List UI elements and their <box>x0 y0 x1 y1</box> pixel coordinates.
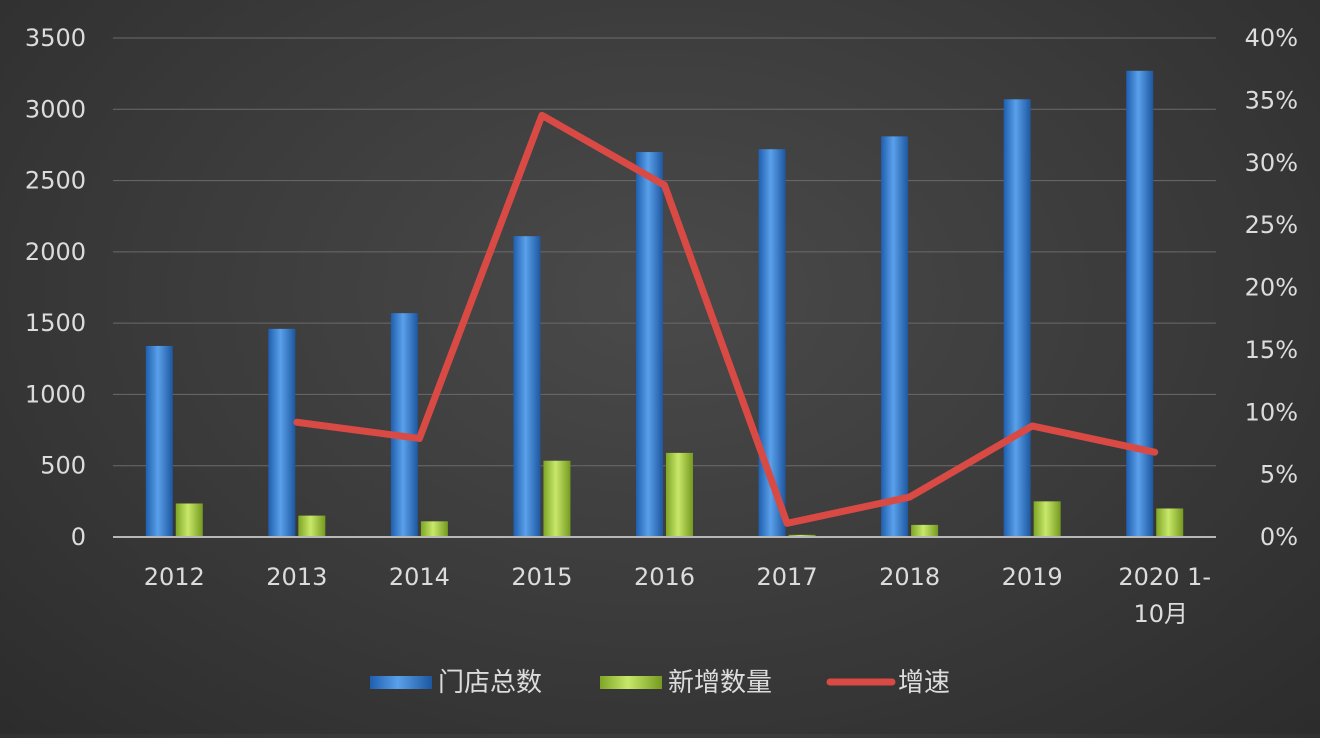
bar <box>390 313 418 537</box>
x-tick-label: 2019 <box>1002 563 1063 591</box>
right-tick-label: 35% <box>1245 86 1298 114</box>
bar <box>268 328 296 537</box>
right-tick-label: 20% <box>1245 274 1298 302</box>
bar <box>420 521 448 537</box>
bar <box>513 236 541 537</box>
bar <box>666 452 693 537</box>
x-tick-label: 2020 1-10月 <box>1118 563 1211 628</box>
gridlines <box>113 37 1216 467</box>
legend-label: 门店总数 <box>438 668 542 698</box>
bars <box>145 70 1184 538</box>
x-axis-ticks: 2012 2013 2014 2015 2016 2017 2018 2019 2020 1-1… <box>144 563 1211 628</box>
right-tick-label: 5% <box>1260 461 1298 489</box>
growth-line <box>293 111 1159 527</box>
left-tick-label: 0 <box>71 523 86 551</box>
x-tick-label: 2013 <box>266 563 327 591</box>
growth-line-path <box>293 111 1159 527</box>
left-tick-label: 1500 <box>25 309 86 337</box>
x-tick-label: 2015 <box>511 563 572 591</box>
legend-label: 增速 <box>898 668 950 698</box>
left-tick-label: 2000 <box>25 238 86 266</box>
right-axis-ticks: 0% 5% 10% 15% 20% 25% 30% 35% 40% <box>1245 24 1298 551</box>
x-tick-label: 2014 <box>389 563 450 591</box>
bar <box>911 524 939 537</box>
bar <box>788 534 816 537</box>
x-tick-label: 2018 <box>879 563 940 591</box>
left-tick-label: 3000 <box>25 95 86 123</box>
right-tick-label: 10% <box>1245 398 1298 426</box>
x-tick-label: 2012 <box>144 563 205 591</box>
bar <box>1003 99 1031 537</box>
bar <box>543 460 571 537</box>
bar <box>1033 501 1061 537</box>
bar <box>1126 70 1154 537</box>
right-tick-label: 25% <box>1245 211 1298 239</box>
left-axis-ticks: 0 500 1000 1500 2000 2500 3000 3500 <box>25 24 86 551</box>
bar <box>1156 508 1184 537</box>
left-tick-label: 1000 <box>25 380 86 408</box>
legend: 门店总数 新增数量 增速 <box>370 668 950 698</box>
right-tick-label: 30% <box>1245 149 1298 177</box>
bar <box>298 515 326 537</box>
bar <box>881 136 909 538</box>
x-tick-label: 2017 <box>757 563 818 591</box>
legend-swatch <box>600 676 662 689</box>
left-tick-label: 3500 <box>25 24 86 52</box>
x-tick-label: 2016 <box>634 563 695 591</box>
right-tick-label: 15% <box>1245 336 1298 364</box>
left-tick-label: 2500 <box>25 167 86 195</box>
legend-swatch <box>370 676 432 689</box>
right-tick-label: 0% <box>1260 523 1298 551</box>
bar <box>175 503 203 537</box>
legend-label: 新增数量 <box>668 668 772 698</box>
right-tick-label: 40% <box>1245 24 1298 52</box>
bar <box>636 152 663 538</box>
bar <box>145 345 173 537</box>
left-tick-label: 500 <box>40 452 86 480</box>
